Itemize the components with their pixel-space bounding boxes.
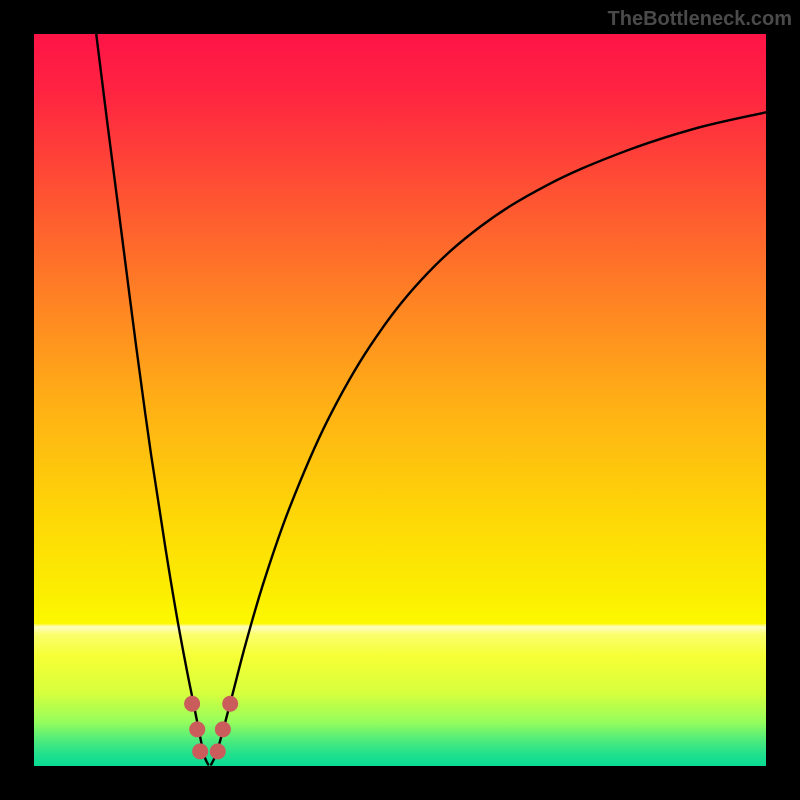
chart-root: TheBottleneck.com <box>0 0 800 800</box>
marker-dot <box>215 721 231 737</box>
marker-dot <box>184 696 200 712</box>
marker-dot <box>222 696 238 712</box>
plot-overlay-svg <box>34 34 766 766</box>
plot-area <box>34 34 766 766</box>
marker-dot <box>210 743 226 759</box>
curve-right-arm <box>211 112 766 764</box>
marker-dot <box>189 721 205 737</box>
curve-left-arm <box>96 34 208 765</box>
watermark-text: TheBottleneck.com <box>608 8 792 31</box>
marker-dot <box>192 743 208 759</box>
markers-group <box>184 696 238 760</box>
